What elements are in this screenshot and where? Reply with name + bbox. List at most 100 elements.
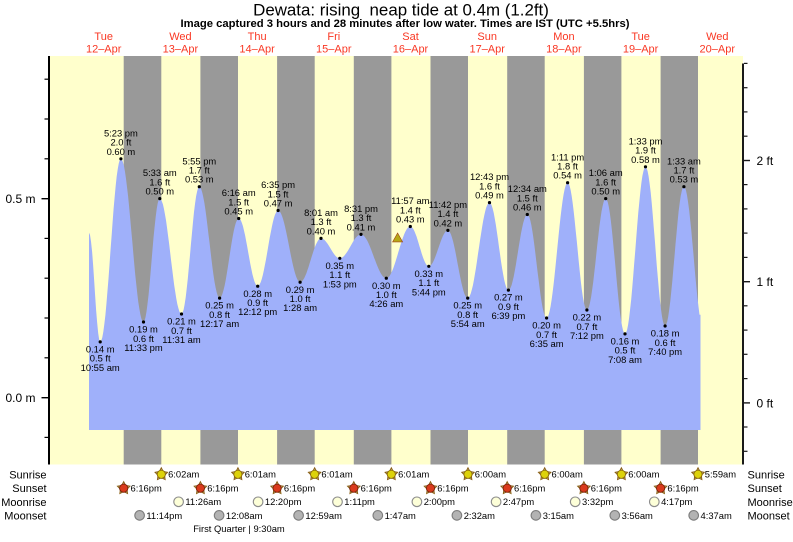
svg-text:6:35 am: 6:35 am [530, 338, 564, 349]
svg-text:Moonset: Moonset [748, 510, 790, 522]
svg-text:6:16pm: 6:16pm [361, 483, 392, 494]
svg-text:12–Apr: 12–Apr [86, 44, 122, 56]
svg-text:1:28 am: 1:28 am [283, 302, 317, 313]
svg-text:13–Apr: 13–Apr [163, 44, 199, 56]
svg-text:0.42 m: 0.42 m [434, 217, 463, 228]
svg-text:3:15am: 3:15am [543, 510, 574, 521]
svg-text:0.60 m: 0.60 m [107, 146, 136, 157]
svg-text:Dewata: rising neap tide at 0: Dewata: rising neap tide at 0.4m (1.2ft) [253, 1, 549, 20]
svg-text:4:17pm: 4:17pm [661, 496, 692, 507]
svg-text:2:00pm: 2:00pm [424, 496, 455, 507]
svg-text:0.54 m: 0.54 m [553, 170, 582, 181]
svg-text:0.9 ft: 0.9 ft [247, 297, 268, 308]
svg-text:0.58 m: 0.58 m [631, 154, 660, 165]
svg-text:Wed: Wed [706, 31, 728, 43]
svg-text:12:08am: 12:08am [226, 510, 263, 521]
svg-text:0 ft: 0 ft [757, 396, 774, 410]
svg-text:5:54 am: 5:54 am [451, 318, 485, 329]
svg-text:1.5 ft: 1.5 ft [517, 192, 538, 203]
svg-text:0.47 m: 0.47 m [264, 198, 293, 209]
svg-text:0.28 m: 0.28 m [243, 288, 272, 299]
svg-text:Sunset: Sunset [12, 483, 46, 495]
svg-text:0.5 ft: 0.5 ft [90, 353, 111, 364]
svg-text:Thu: Thu [248, 31, 267, 43]
svg-text:12:43 pm: 12:43 pm [470, 171, 509, 182]
svg-text:1.7 ft: 1.7 ft [673, 165, 694, 176]
svg-text:Wed: Wed [169, 31, 191, 43]
svg-text:8:01 am: 8:01 am [304, 207, 338, 218]
svg-text:0.7 ft: 0.7 ft [536, 329, 557, 340]
svg-text:0.7 ft: 0.7 ft [576, 321, 597, 332]
svg-text:Sunrise: Sunrise [748, 469, 785, 481]
svg-text:Image captured 3 hours and 28: Image captured 3 hours and 28 minutes af… [181, 18, 630, 30]
svg-text:1.5 ft: 1.5 ft [268, 188, 289, 199]
svg-text:0.25 m: 0.25 m [453, 300, 482, 311]
svg-text:0.50 m: 0.50 m [145, 186, 174, 197]
svg-text:1.3 ft: 1.3 ft [351, 212, 372, 223]
svg-text:1.9 ft: 1.9 ft [635, 145, 656, 156]
svg-text:6:01am: 6:01am [245, 469, 276, 480]
svg-text:8:31 pm: 8:31 pm [344, 203, 378, 214]
svg-text:1.1 ft: 1.1 ft [329, 269, 350, 280]
svg-text:0.33 m: 0.33 m [414, 268, 443, 279]
svg-text:0.16 m: 0.16 m [611, 336, 640, 347]
svg-text:12:59am: 12:59am [305, 510, 342, 521]
svg-text:1.1 ft: 1.1 ft [418, 277, 439, 288]
svg-text:5:55 pm: 5:55 pm [182, 155, 216, 166]
svg-text:5:33 am: 5:33 am [143, 167, 177, 178]
svg-text:3:56am: 3:56am [622, 510, 653, 521]
svg-text:1:53 pm: 1:53 pm [323, 278, 357, 289]
svg-text:18–Apr: 18–Apr [546, 44, 582, 56]
svg-text:6:16pm: 6:16pm [591, 483, 622, 494]
svg-text:Mon: Mon [553, 31, 574, 43]
svg-text:1.4 ft: 1.4 ft [400, 204, 421, 215]
svg-text:6:16 am: 6:16 am [222, 187, 256, 198]
svg-text:2:32am: 2:32am [464, 510, 495, 521]
svg-text:Tue: Tue [631, 31, 650, 43]
svg-text:0.25 m: 0.25 m [205, 300, 234, 311]
svg-text:1.6 ft: 1.6 ft [595, 176, 616, 187]
svg-text:5:59am: 5:59am [705, 469, 736, 480]
svg-text:0.21 m: 0.21 m [167, 316, 196, 327]
svg-text:1.0 ft: 1.0 ft [290, 293, 311, 304]
svg-text:6:16pm: 6:16pm [667, 483, 698, 494]
svg-text:Fri: Fri [327, 31, 340, 43]
svg-text:6:00am: 6:00am [628, 469, 659, 480]
svg-text:0.7 ft: 0.7 ft [171, 325, 192, 336]
svg-text:0.45 m: 0.45 m [224, 206, 253, 217]
svg-text:6:39 pm: 6:39 pm [491, 310, 525, 321]
svg-text:0.27 m: 0.27 m [494, 292, 523, 303]
svg-text:Moonrise: Moonrise [748, 497, 793, 509]
svg-text:7:40 pm: 7:40 pm [648, 346, 682, 357]
svg-text:1.6 ft: 1.6 ft [149, 176, 170, 187]
svg-text:Tue: Tue [94, 31, 113, 43]
svg-text:12:20pm: 12:20pm [265, 496, 302, 507]
svg-text:3:32pm: 3:32pm [582, 496, 613, 507]
svg-text:0.5 m: 0.5 m [5, 192, 35, 206]
svg-text:First Quarter | 9:30am: First Quarter | 9:30am [193, 523, 285, 534]
svg-text:5:23 pm: 5:23 pm [104, 127, 138, 138]
svg-text:11:33 pm: 11:33 pm [124, 342, 163, 353]
svg-text:1.5 ft: 1.5 ft [228, 196, 249, 207]
svg-text:12:17 am: 12:17 am [200, 318, 239, 329]
svg-text:1:47am: 1:47am [385, 510, 416, 521]
svg-text:Moonrise: Moonrise [1, 497, 46, 509]
svg-text:5:44 pm: 5:44 pm [412, 286, 446, 297]
svg-text:10:55 am: 10:55 am [81, 362, 120, 373]
svg-text:1.6 ft: 1.6 ft [479, 180, 500, 191]
svg-text:15–Apr: 15–Apr [316, 44, 352, 56]
svg-text:0.46 m: 0.46 m [513, 202, 542, 213]
svg-text:6:00am: 6:00am [552, 469, 583, 480]
svg-text:Sun: Sun [477, 31, 497, 43]
svg-text:6:35 pm: 6:35 pm [261, 179, 295, 190]
svg-text:11:42 pm: 11:42 pm [429, 199, 468, 210]
svg-text:0.53 m: 0.53 m [185, 174, 214, 185]
svg-text:1:33 pm: 1:33 pm [629, 135, 663, 146]
svg-text:4:37am: 4:37am [701, 510, 732, 521]
svg-text:11:57 am: 11:57 am [391, 195, 430, 206]
svg-text:0.8 ft: 0.8 ft [209, 309, 230, 320]
svg-text:Sat: Sat [402, 31, 419, 43]
svg-text:0.35 m: 0.35 m [325, 260, 354, 271]
svg-text:12:34 am: 12:34 am [508, 183, 547, 194]
svg-text:1.3 ft: 1.3 ft [311, 216, 332, 227]
